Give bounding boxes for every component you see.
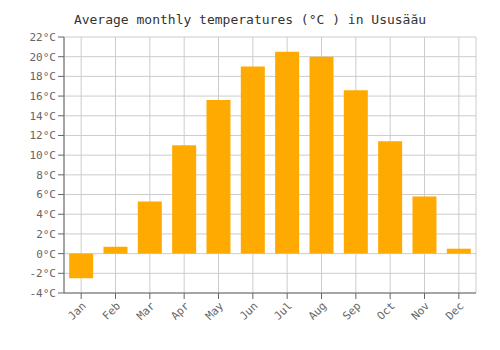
svg-text:Feb: Feb xyxy=(100,299,123,322)
svg-text:22°C: 22°C xyxy=(30,31,57,44)
svg-text:18°C: 18°C xyxy=(30,70,57,83)
svg-text:Sep: Sep xyxy=(340,299,363,322)
svg-text:-4°C: -4°C xyxy=(30,287,57,300)
svg-text:May: May xyxy=(203,299,227,323)
svg-text:Apr: Apr xyxy=(169,299,193,323)
svg-text:20°C: 20°C xyxy=(30,51,57,64)
svg-text:Oct: Oct xyxy=(375,299,398,322)
svg-text:16°C: 16°C xyxy=(30,90,57,103)
svg-text:4°C: 4°C xyxy=(36,208,56,221)
svg-text:8°C: 8°C xyxy=(36,169,56,182)
svg-text:10°C: 10°C xyxy=(30,149,57,162)
svg-text:-2°C: -2°C xyxy=(30,267,57,280)
svg-text:Nov: Nov xyxy=(409,299,433,323)
svg-text:Jan: Jan xyxy=(66,299,89,322)
svg-text:Mar: Mar xyxy=(134,299,158,323)
svg-text:14°C: 14°C xyxy=(30,110,57,123)
svg-text:Aug: Aug xyxy=(306,299,329,322)
html-text:Average monthly temperatures (: Average monthly temperatures (°C ) in Us… xyxy=(73,12,427,27)
svg-text:6°C: 6°C xyxy=(36,188,56,201)
svg-text:Jul: Jul xyxy=(272,299,295,322)
svg-text:Dec: Dec xyxy=(443,299,466,322)
svg-text:0°C: 0°C xyxy=(36,248,56,261)
svg-text:12°C: 12°C xyxy=(30,129,57,142)
svg-text:2°C: 2°C xyxy=(36,228,56,241)
svg-text:Jun: Jun xyxy=(237,299,260,322)
